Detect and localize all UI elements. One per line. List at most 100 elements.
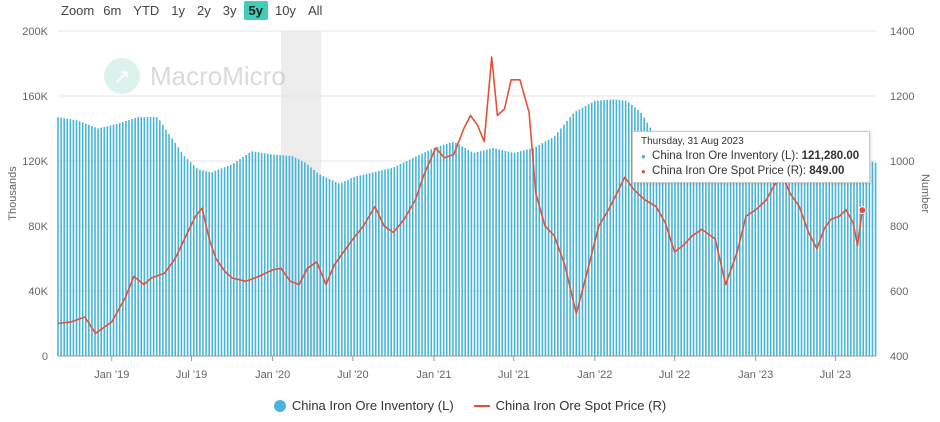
inventory-bar (822, 155, 824, 356)
inventory-bar (421, 153, 423, 356)
inventory-bar (513, 152, 516, 356)
inventory-bar (449, 142, 451, 356)
inventory-bar (334, 181, 337, 356)
inventory-bar (155, 117, 158, 356)
price-legend-icon (473, 404, 490, 407)
x-tick-label: Jul '21 (498, 369, 529, 381)
inventory-bar (254, 151, 257, 356)
inventory-bar (806, 148, 809, 356)
inventory-bar (553, 136, 556, 356)
inventory-bar (538, 144, 541, 356)
inventory-bar (356, 176, 359, 356)
chart-logo-icon: ↗ (104, 58, 140, 94)
inventory-bar (831, 158, 834, 356)
zoom-5y-button[interactable]: 5y (243, 0, 268, 20)
inventory-bar (788, 138, 790, 356)
inventory-bar (106, 126, 109, 356)
legend-inventory-label: China Iron Ore Inventory (L) (291, 398, 454, 413)
inventory-bar (705, 144, 707, 356)
inventory-bar (229, 164, 232, 356)
legend-item-price[interactable]: China Iron Ore Spot Price (R) (473, 398, 666, 413)
inventory-bar (621, 100, 624, 356)
inventory-bar (442, 144, 445, 356)
inventory-bar (415, 156, 417, 356)
inventory-bar (387, 168, 389, 356)
zoom-1y-button[interactable]: 1y (171, 2, 186, 18)
inventory-bar (637, 110, 639, 356)
inventory-bar (128, 120, 130, 356)
inventory-bar (75, 120, 78, 357)
inventory-bar (192, 165, 195, 356)
inventory-bar (399, 164, 402, 356)
chart-area[interactable]: 0 40K 80K 120K 160K 200K 400 600 800 1000 1200 1400… (0, 0, 940, 395)
inventory-bar (742, 139, 744, 356)
x-tick-label: Jan '20 (255, 369, 290, 381)
inventory-bar (544, 141, 547, 356)
inventory-bar (186, 159, 189, 356)
inventory-bar (776, 132, 778, 356)
inventory-bar (828, 157, 831, 356)
inventory-bar (220, 168, 223, 356)
inventory-bar (782, 135, 784, 356)
zoom-3y-button[interactable]: 3y (222, 2, 237, 18)
inventory-bar (239, 159, 241, 356)
inventory-bar (171, 138, 173, 356)
inventory-bar (347, 179, 349, 356)
inventory-bar (797, 143, 800, 356)
tooltip-price-value: 849.00 (809, 165, 845, 177)
inventory-bar (285, 155, 288, 356)
inventory-bar (504, 150, 507, 356)
inventory-bar (732, 140, 735, 356)
inventory-bar (270, 154, 272, 356)
inventory-bar (479, 151, 482, 356)
inventory-bar (94, 127, 96, 357)
inventory-bar (214, 170, 217, 356)
inventory-bar (242, 157, 244, 356)
y-left-tick-label: 200K (22, 26, 48, 38)
x-tick-label: Jan '22 (577, 369, 612, 381)
inventory-bar (587, 104, 590, 356)
inventory-bar (714, 142, 716, 356)
inventory-bar (78, 121, 81, 356)
inventory-bar (359, 175, 362, 356)
inventory-bar (723, 141, 726, 356)
zoom-10y-button[interactable]: 10y (274, 2, 296, 18)
inventory-bar (458, 144, 460, 356)
inventory-bar (846, 159, 849, 356)
inventory-bar (609, 99, 612, 356)
inventory-bar (467, 149, 470, 356)
inventory-bar (180, 151, 183, 356)
y-right-tick-label: 400 (890, 351, 908, 363)
zoom-ytd-button[interactable]: YTD (133, 2, 160, 18)
inventory-bar (118, 123, 121, 356)
inventory-bar (809, 150, 812, 356)
inventory-bar (445, 143, 448, 356)
inventory-bar (627, 102, 630, 356)
inventory-bar (840, 159, 843, 356)
watermark-text: MacroMicro (150, 60, 286, 91)
inventory-bar (516, 151, 519, 356)
inventory-bar (146, 117, 149, 356)
inventory-bar (661, 144, 664, 356)
inventory-bar (495, 148, 497, 356)
inventory-bar (575, 111, 578, 357)
zoom-2y-button[interactable]: 2y (197, 2, 211, 18)
inventory-bar (362, 174, 365, 356)
x-tick-label: Jan '19 (94, 369, 129, 381)
inventory-bar (208, 171, 210, 356)
inventory-bar (374, 171, 377, 356)
zoom-all-button[interactable]: All (307, 2, 323, 18)
x-tick-label: Jan '21 (416, 369, 451, 381)
inventory-bar (643, 117, 645, 356)
zoom-6m-button[interactable]: 6m (103, 2, 122, 18)
inventory-bar (658, 141, 661, 356)
inventory-bar (251, 151, 254, 356)
price-bullet-icon: ● (641, 167, 646, 176)
inventory-bar (532, 148, 534, 356)
inventory-bar (174, 142, 177, 356)
inventory-bar (189, 162, 192, 356)
legend-item-inventory[interactable]: China Iron Ore Inventory (L) (273, 398, 454, 413)
inventory-bar (368, 173, 371, 356)
inventory-bar (677, 146, 679, 356)
inventory-bar (769, 133, 772, 356)
